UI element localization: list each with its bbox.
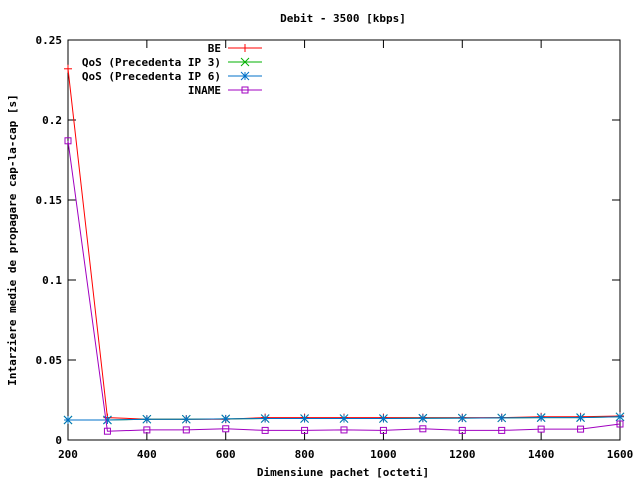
data-point xyxy=(221,414,231,424)
series-line-0 xyxy=(67,68,621,420)
x-tick-label: 800 xyxy=(295,448,315,461)
data-point xyxy=(103,427,111,435)
data-point xyxy=(379,426,387,434)
data-point xyxy=(181,414,191,424)
x-tick-label: 400 xyxy=(137,448,157,461)
data-point xyxy=(498,426,506,434)
legend-swatch-marker xyxy=(241,44,249,52)
legend-label: INAME xyxy=(188,84,221,97)
y-tick-label: 0.05 xyxy=(36,354,63,367)
legend-swatch-marker xyxy=(240,71,250,81)
data-point xyxy=(260,414,270,423)
data-point xyxy=(103,415,112,425)
data-point xyxy=(63,415,73,425)
data-point xyxy=(458,426,466,434)
x-tick-label: 1200 xyxy=(449,448,476,461)
data-point xyxy=(418,413,428,423)
data-point xyxy=(379,414,388,423)
legend-swatch-marker xyxy=(240,57,250,67)
data-point xyxy=(182,426,190,434)
data-point xyxy=(143,426,151,434)
chart-title: Debit - 3500 [kbps] xyxy=(280,12,406,25)
x-axis-label: Dimensiune pachet [octeti] xyxy=(257,466,429,479)
legend-label: BE xyxy=(208,42,221,55)
x-tick-label: 1600 xyxy=(607,448,634,461)
y-tick-label: 0 xyxy=(55,434,62,447)
data-point xyxy=(537,425,545,433)
data-point xyxy=(222,425,230,433)
data-point xyxy=(261,426,269,434)
y-tick-label: 0.2 xyxy=(42,114,62,127)
data-point xyxy=(497,413,507,423)
data-point xyxy=(536,413,546,422)
data-point xyxy=(616,420,624,428)
series-line-3 xyxy=(67,140,621,432)
data-point xyxy=(340,426,348,434)
data-point xyxy=(576,413,585,422)
data-point xyxy=(577,425,585,433)
x-tick-label: 200 xyxy=(58,448,78,461)
y-axis: 0 0.05 0.1 0.15 0.2 0.25 xyxy=(36,34,620,447)
plot-frame xyxy=(67,39,621,441)
x-axis: 200 400 600 800 1000 1200 1400 1600 xyxy=(58,40,633,461)
data-point xyxy=(339,414,349,423)
data-point xyxy=(300,414,309,423)
x-tick-label: 1400 xyxy=(528,448,555,461)
y-tick-label: 0.1 xyxy=(42,274,62,287)
y-axis-label: Intarziere medie de propagare cap-la-cap… xyxy=(6,94,19,385)
legend-label: QoS (Precedenta IP 6) xyxy=(82,70,221,83)
x-tick-label: 600 xyxy=(216,448,236,461)
y-tick-label: 0.15 xyxy=(36,194,63,207)
legend-label: QoS (Precedenta IP 3) xyxy=(82,56,221,69)
series-group xyxy=(63,64,625,435)
legend-swatch-marker xyxy=(241,86,249,94)
data-point xyxy=(301,426,309,434)
data-point xyxy=(64,64,72,73)
y-tick-label: 0.25 xyxy=(36,34,63,47)
data-point xyxy=(142,414,152,424)
data-point xyxy=(457,413,467,423)
data-point xyxy=(419,425,427,433)
data-point xyxy=(615,412,625,422)
data-point xyxy=(64,137,72,145)
x-tick-label: 1000 xyxy=(370,448,397,461)
